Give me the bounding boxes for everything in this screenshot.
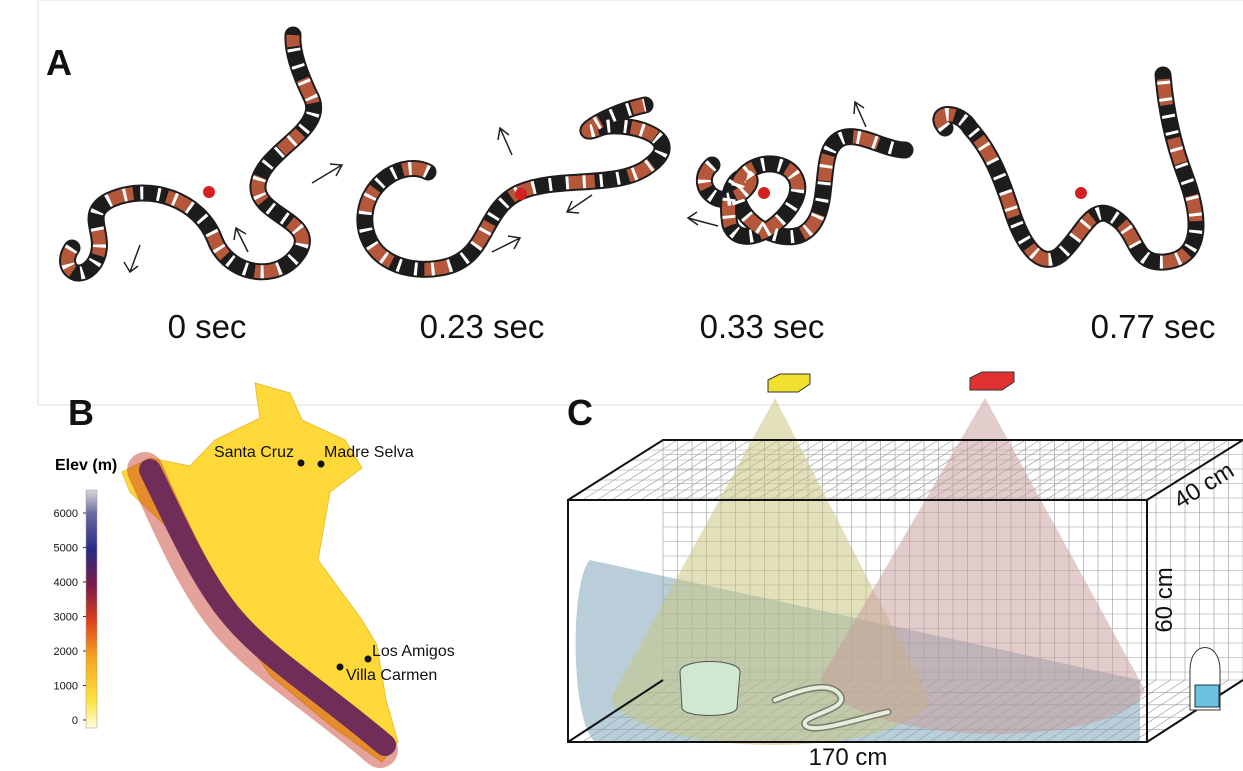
site-label: Madre Selva xyxy=(324,444,414,461)
grid-line xyxy=(611,439,707,501)
panel-label: B xyxy=(68,392,94,433)
grid-line xyxy=(654,439,751,501)
panel-label: A xyxy=(46,42,72,83)
arena-edges xyxy=(567,439,1243,743)
andes-mid xyxy=(127,452,398,768)
grid-line xyxy=(1045,439,1142,501)
camera-view-red xyxy=(820,398,1145,734)
camera-yellow xyxy=(767,373,811,393)
grid-line xyxy=(1103,439,1200,501)
site-label: Los Amigos xyxy=(372,643,455,660)
colorbar-tick-label: 6000 xyxy=(54,508,78,520)
legend-title: Elev (m) xyxy=(55,457,117,474)
time-label: 0.33 sec xyxy=(700,308,825,345)
grid-line xyxy=(640,439,736,501)
time-label: 0 sec xyxy=(168,308,247,345)
panel-a-frame xyxy=(37,0,1243,406)
site-label: Villa Carmen xyxy=(346,667,437,684)
colorbar-tick-label: 1000 xyxy=(54,681,78,693)
site-dots xyxy=(297,459,372,671)
center-dots xyxy=(203,186,1087,200)
time-label: 0.23 sec xyxy=(420,308,545,345)
camera-red xyxy=(969,371,1015,391)
grid-line xyxy=(828,439,925,501)
colorbar-tick-label: 0 xyxy=(72,715,78,727)
grid-line xyxy=(1132,439,1229,501)
andes-high xyxy=(139,459,396,756)
arena-front xyxy=(567,499,1148,743)
motion-arrows xyxy=(123,100,867,274)
grid-line xyxy=(1059,439,1157,501)
time-label: 0.77 sec xyxy=(1091,308,1216,345)
colorbar xyxy=(85,489,98,729)
grid-line xyxy=(582,439,678,501)
colorbar-tick-label: 4000 xyxy=(54,577,78,589)
dimension-height: 60 cm xyxy=(1151,567,1178,632)
shelter xyxy=(679,661,741,716)
grid-line xyxy=(842,439,939,501)
grid-line xyxy=(871,439,968,501)
dimension-length: 170 cm xyxy=(809,744,888,771)
colorbar-tick-label: 5000 xyxy=(54,543,78,555)
colorbar-tick-label: 3000 xyxy=(54,612,78,624)
grid-line xyxy=(1031,439,1128,501)
panel-label: C xyxy=(567,392,593,433)
grid-line xyxy=(596,439,693,501)
grid-line xyxy=(857,439,954,501)
grid-line xyxy=(1088,439,1186,501)
grid-line xyxy=(1074,439,1171,501)
snake-fill xyxy=(773,685,890,731)
grid-line xyxy=(625,439,722,501)
colorbar-tick-label: 2000 xyxy=(54,646,78,658)
side-camera xyxy=(1194,684,1220,708)
grid-line xyxy=(1117,439,1215,501)
colorbar-ticks: 0 1000 2000 3000 4000 5000 6000 xyxy=(54,508,86,727)
site-label: Santa Cruz xyxy=(214,444,294,461)
peru-map xyxy=(121,382,399,763)
grid-line xyxy=(813,439,910,501)
